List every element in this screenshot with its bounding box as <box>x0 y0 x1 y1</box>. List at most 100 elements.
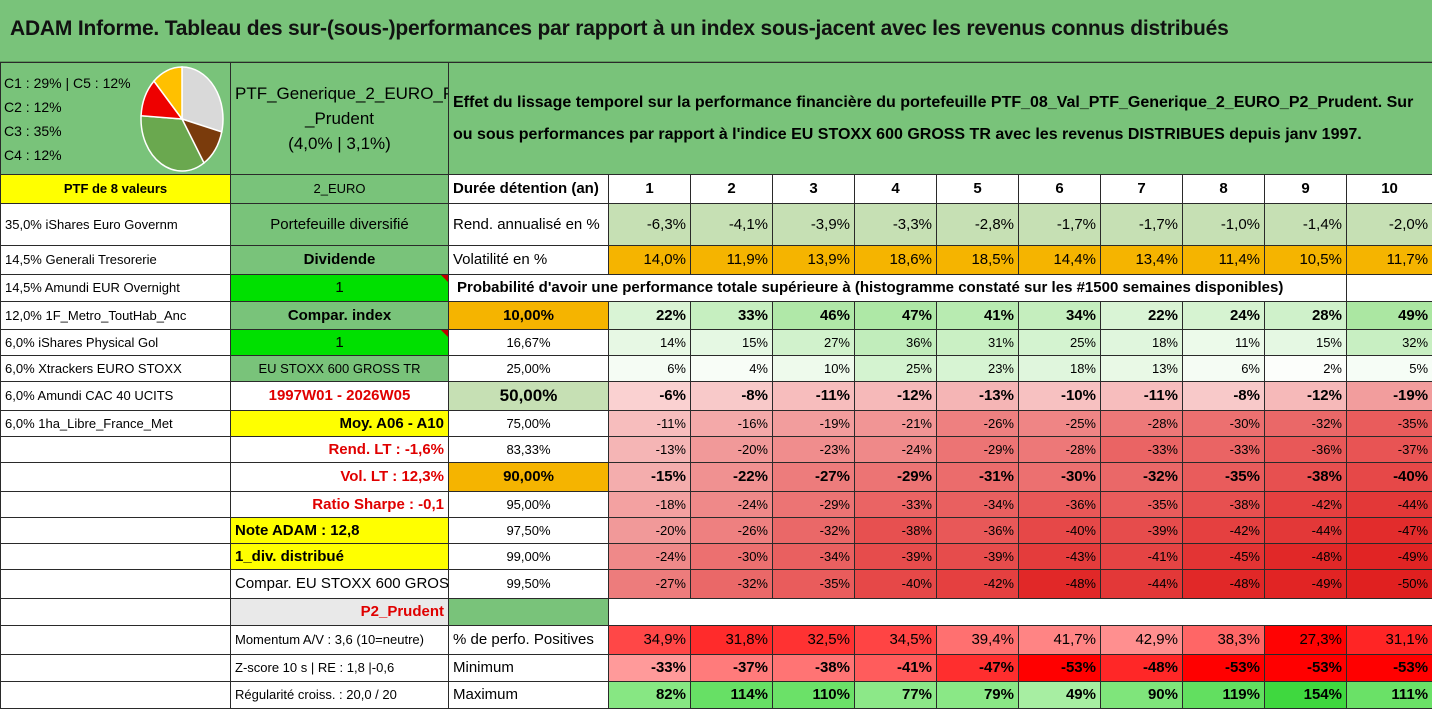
threshold-value: 99,00% <box>448 543 609 570</box>
probability-value: -22% <box>690 462 773 492</box>
probability-value: 6% <box>608 355 691 382</box>
probability-value: -48% <box>1264 543 1347 570</box>
moy-label: Moy. A06 - A10 <box>230 410 449 437</box>
probability-value: -15% <box>608 462 691 492</box>
portfolio-perf: (4,0% | 3,1%) <box>288 134 391 153</box>
duration-label: Durée détention (an) <box>448 174 609 204</box>
probability-value: 13% <box>1100 355 1183 382</box>
compar-index-label: Compar. index <box>230 301 449 330</box>
report-title-bar: ADAM Informe. Tableau des sur-(sous-)per… <box>0 0 1432 62</box>
probability-value: -19% <box>1345 381 1432 411</box>
empty-cell <box>0 436 231 463</box>
probability-value: -40% <box>1345 462 1432 492</box>
probability-value: -33% <box>1182 436 1265 463</box>
empty-cell <box>0 569 231 599</box>
positive-perf-value: 32,5% <box>772 625 855 655</box>
annual-return-value: -4,1% <box>690 203 773 246</box>
empty-cell <box>0 625 231 655</box>
probability-value: 23% <box>936 355 1019 382</box>
empty-cell <box>0 598 231 626</box>
probability-value: 2% <box>1264 355 1347 382</box>
probability-value: 24% <box>1182 301 1265 330</box>
positive-perf-value: 31,1% <box>1345 625 1432 655</box>
probability-value: 36% <box>854 329 937 356</box>
probability-value: -36% <box>1264 436 1347 463</box>
legend-item: C1 : 29% | C5 : 12% <box>4 74 131 91</box>
maximum-value: 49% <box>1018 681 1101 709</box>
maximum-label: Maximum <box>448 681 609 709</box>
probability-value: -50% <box>1345 569 1432 599</box>
year-header: 9 <box>1264 174 1347 204</box>
portfolio-name-line1: PTF_Generique_2_EURO_P2 <box>235 84 449 103</box>
annual-return-value: -2,8% <box>936 203 1019 246</box>
zscore-label: Z-score 10 s | RE : 1,8 |-0,6 <box>230 654 449 682</box>
maximum-value: 79% <box>936 681 1019 709</box>
probability-value: -49% <box>1264 569 1347 599</box>
threshold-value: 75,00% <box>448 410 609 437</box>
probability-value: -32% <box>1264 410 1347 437</box>
threshold-value: 95,00% <box>448 491 609 518</box>
empty-cell <box>1345 274 1432 302</box>
diversified-label: Portefeuille diversifié <box>230 203 449 246</box>
portfolio-name: PTF_Generique_2_EURO_P2 _Prudent (4,0% | 3… <box>230 62 449 175</box>
threshold-value: 90,00% <box>448 462 609 492</box>
probability-value: 28% <box>1264 301 1347 330</box>
empty-cell <box>0 681 231 709</box>
probability-value: -40% <box>854 569 937 599</box>
probability-value: -45% <box>1182 543 1265 570</box>
probability-value: -35% <box>1100 491 1183 518</box>
positive-perf-value: 42,9% <box>1100 625 1183 655</box>
probability-value: -30% <box>690 543 773 570</box>
threshold-value: 99,50% <box>448 569 609 599</box>
volatility-value: 13,4% <box>1100 245 1183 275</box>
probability-value: -49% <box>1345 543 1432 570</box>
legend-item: C2 : 12% <box>4 98 62 115</box>
probability-value: -33% <box>1100 436 1183 463</box>
volatility-value: 11,7% <box>1345 245 1432 275</box>
volatility-value: 10,5% <box>1264 245 1347 275</box>
probability-value: -37% <box>1345 436 1432 463</box>
probability-value: -27% <box>772 462 855 492</box>
probability-value: -11% <box>1100 381 1183 411</box>
probability-value: -20% <box>690 436 773 463</box>
holding: 6,0% iShares Physical Gol <box>0 329 231 356</box>
annual-return-value: -3,9% <box>772 203 855 246</box>
probability-value: -34% <box>772 543 855 570</box>
legend-item: C3 : 35% <box>4 122 62 139</box>
probability-value: 18% <box>1018 355 1101 382</box>
probability-value: -33% <box>854 491 937 518</box>
empty-cell <box>0 654 231 682</box>
probability-value: -39% <box>936 543 1019 570</box>
holding: 12,0% 1F_Metro_ToutHab_Anc <box>0 301 231 330</box>
volatility-value: 11,4% <box>1182 245 1265 275</box>
probability-value: -10% <box>1018 381 1101 411</box>
volatility-value: 11,9% <box>690 245 773 275</box>
minimum-value: -53% <box>1182 654 1265 682</box>
probability-value: -18% <box>608 491 691 518</box>
note-adam: Note ADAM : 12,8 <box>230 517 449 544</box>
volatility-value: 14,0% <box>608 245 691 275</box>
probability-value: 14% <box>608 329 691 356</box>
maximum-value: 110% <box>772 681 855 709</box>
probability-value: -24% <box>608 543 691 570</box>
probability-value: -6% <box>608 381 691 411</box>
maximum-value: 154% <box>1264 681 1347 709</box>
probability-value: -29% <box>854 462 937 492</box>
probability-value: -35% <box>1182 462 1265 492</box>
regularity-label: Régularité croiss. : 20,0 / 20 <box>230 681 449 709</box>
report-title: ADAM Informe. Tableau des sur-(sous-)per… <box>10 17 1229 40</box>
probability-value: -13% <box>936 381 1019 411</box>
probability-value: -16% <box>690 410 773 437</box>
positive-perf-value: 34,5% <box>854 625 937 655</box>
probability-value: -24% <box>690 491 773 518</box>
probability-value: -26% <box>690 517 773 544</box>
annual-return-value: -1,4% <box>1264 203 1347 246</box>
maximum-value: 111% <box>1345 681 1432 709</box>
probability-value: -32% <box>772 517 855 544</box>
positive-perf-value: 41,7% <box>1018 625 1101 655</box>
annual-return-value: -6,3% <box>608 203 691 246</box>
probability-value: 41% <box>936 301 1019 330</box>
probability-value: -12% <box>854 381 937 411</box>
holding: 14,5% Generali Tresorerie <box>0 245 231 275</box>
empty-cell <box>0 517 231 544</box>
